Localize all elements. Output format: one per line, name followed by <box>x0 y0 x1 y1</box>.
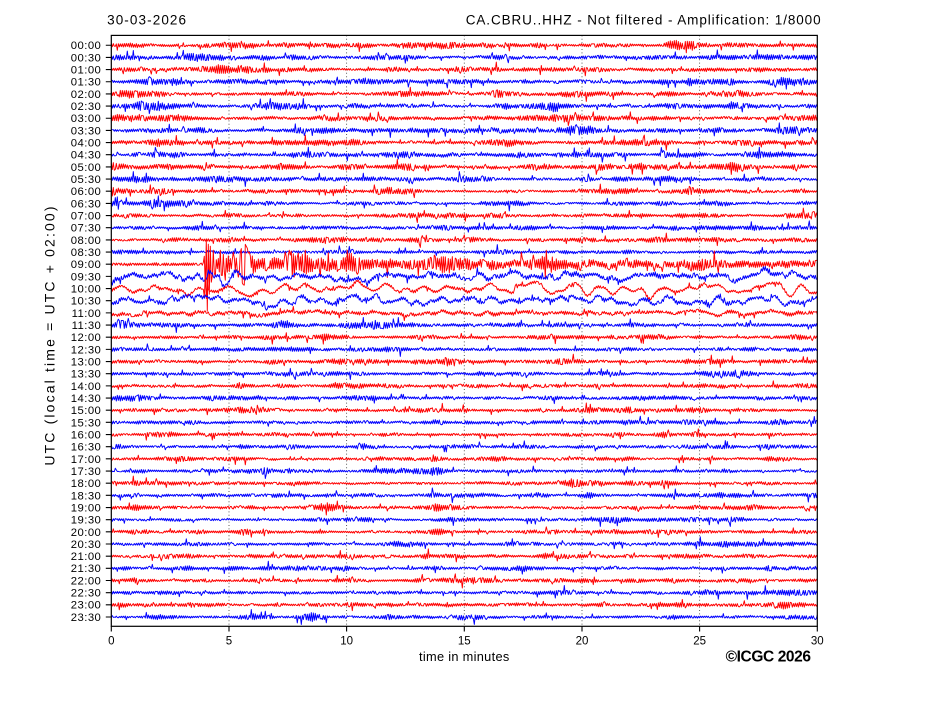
svg-text:04:30: 04:30 <box>71 150 102 162</box>
svg-text:5: 5 <box>226 635 232 647</box>
svg-text:03:00: 03:00 <box>71 113 102 125</box>
svg-text:13:30: 13:30 <box>71 369 102 381</box>
svg-text:20: 20 <box>576 635 589 647</box>
svg-text:15:00: 15:00 <box>71 405 102 417</box>
svg-text:23:30: 23:30 <box>71 612 102 624</box>
svg-text:10:00: 10:00 <box>71 283 102 295</box>
svg-text:20:00: 20:00 <box>71 527 102 539</box>
svg-text:©ICGC 2026: ©ICGC 2026 <box>726 649 812 666</box>
svg-text:09:30: 09:30 <box>71 271 102 283</box>
svg-text:17:00: 17:00 <box>71 454 102 466</box>
svg-text:02:30: 02:30 <box>71 101 102 113</box>
svg-text:00:30: 00:30 <box>71 52 102 64</box>
svg-text:19:00: 19:00 <box>71 502 102 514</box>
svg-text:03:30: 03:30 <box>71 125 102 137</box>
svg-text:18:00: 18:00 <box>71 478 102 490</box>
svg-text:05:00: 05:00 <box>71 162 102 174</box>
svg-text:12:30: 12:30 <box>71 344 102 356</box>
svg-text:01:30: 01:30 <box>71 77 102 89</box>
svg-text:16:30: 16:30 <box>71 442 102 454</box>
svg-text:23:00: 23:00 <box>71 600 102 612</box>
svg-text:14:30: 14:30 <box>71 393 102 405</box>
svg-text:CA.CBRU..HHZ - Not filtered -: CA.CBRU..HHZ - Not filtered - Amplificat… <box>466 12 822 27</box>
svg-text:01:00: 01:00 <box>71 64 102 76</box>
svg-text:UTC (local time = UTC + 02:00): UTC (local time = UTC + 02:00) <box>42 204 58 465</box>
svg-text:11:00: 11:00 <box>72 308 102 320</box>
svg-text:18:30: 18:30 <box>71 490 102 502</box>
svg-text:06:00: 06:00 <box>71 186 102 198</box>
svg-text:12:00: 12:00 <box>71 332 102 344</box>
svg-text:09:00: 09:00 <box>71 259 102 271</box>
svg-text:22:00: 22:00 <box>71 575 102 587</box>
svg-text:04:00: 04:00 <box>71 137 102 149</box>
svg-text:11:30: 11:30 <box>72 320 102 332</box>
svg-text:time in minutes: time in minutes <box>419 649 510 664</box>
svg-text:30-03-2026: 30-03-2026 <box>107 12 187 27</box>
svg-text:08:30: 08:30 <box>71 247 102 259</box>
svg-text:30: 30 <box>811 635 824 647</box>
svg-text:25: 25 <box>693 635 706 647</box>
svg-text:10:30: 10:30 <box>71 296 102 308</box>
svg-text:08:00: 08:00 <box>71 235 102 247</box>
svg-text:20:30: 20:30 <box>71 539 102 551</box>
svg-text:06:30: 06:30 <box>71 198 102 210</box>
svg-text:15:30: 15:30 <box>71 417 102 429</box>
svg-text:07:00: 07:00 <box>71 210 102 222</box>
svg-text:02:00: 02:00 <box>71 89 102 101</box>
svg-text:0: 0 <box>108 635 114 647</box>
svg-text:19:30: 19:30 <box>71 515 102 527</box>
svg-text:14:00: 14:00 <box>71 381 102 393</box>
svg-text:15: 15 <box>458 635 471 647</box>
svg-text:07:30: 07:30 <box>71 223 102 235</box>
svg-text:21:00: 21:00 <box>71 551 102 563</box>
svg-text:00:00: 00:00 <box>71 40 102 52</box>
svg-text:13:00: 13:00 <box>71 356 102 368</box>
svg-text:17:30: 17:30 <box>71 466 102 478</box>
svg-text:05:30: 05:30 <box>71 174 102 186</box>
svg-text:22:30: 22:30 <box>71 588 102 600</box>
svg-text:16:00: 16:00 <box>71 429 102 441</box>
svg-text:10: 10 <box>340 635 353 647</box>
svg-text:21:30: 21:30 <box>71 563 102 575</box>
